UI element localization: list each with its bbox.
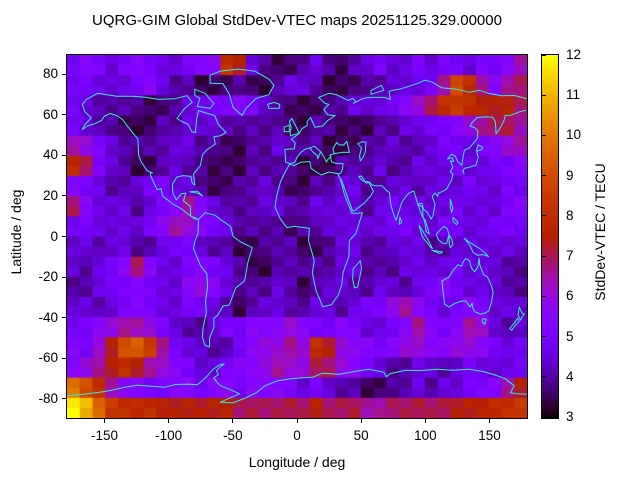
y-tick-mark	[62, 195, 66, 197]
y-tick-label: -80	[38, 390, 58, 406]
y-tick-mark	[62, 114, 66, 116]
coastline-path	[352, 260, 362, 289]
y-tick-mark	[62, 154, 66, 156]
colorbar-tick-mark	[542, 134, 546, 136]
coastline-path	[194, 88, 215, 109]
colorbar-tick-label: 4	[566, 368, 574, 384]
x-tick-label: 100	[414, 428, 437, 443]
coastline-path	[67, 363, 527, 404]
x-tick-label: 50	[353, 428, 369, 443]
x-tick-label: 0	[293, 428, 301, 443]
colorbar-tick-mark	[542, 416, 546, 418]
coastline-path	[193, 212, 253, 348]
y-tick-label: 0	[50, 228, 58, 244]
coastline-path	[463, 238, 490, 258]
coastline-path	[288, 118, 300, 137]
coastline-path	[81, 92, 227, 220]
x-axis-label: Longitude / deg	[248, 454, 346, 470]
colorbar-tick-label: 3	[566, 409, 574, 424]
coastline-path	[274, 161, 363, 308]
coastline-path	[340, 147, 470, 235]
colorbar-tick-mark	[542, 336, 546, 338]
y-tick-label: -40	[38, 309, 58, 325]
x-tick-mark	[168, 419, 170, 423]
colorbar-tick-label: 11	[566, 87, 581, 103]
colorbar-tick-label: 6	[566, 288, 574, 304]
y-tick-mark	[62, 73, 66, 75]
coastline-path	[481, 318, 487, 325]
coastline-path	[398, 216, 403, 225]
colorbar-tick-mark	[542, 376, 546, 378]
colorbar-tick-mark	[542, 175, 546, 177]
x-tick-label: -100	[155, 428, 183, 443]
coastline-path	[462, 144, 484, 175]
x-tick-mark	[489, 419, 490, 423]
colorbar	[541, 54, 559, 419]
y-tick-mark	[62, 317, 66, 319]
y-tick-label: 40	[42, 147, 58, 163]
y-tick-mark	[62, 236, 66, 237]
x-tick-mark	[104, 419, 105, 423]
colorbar-tick-mark	[542, 255, 546, 257]
y-tick-mark	[62, 398, 66, 400]
x-tick-mark	[424, 419, 426, 423]
coastline-path	[509, 317, 520, 331]
coastline-path	[336, 79, 527, 104]
colorbar-tick-label: 12	[566, 47, 582, 62]
coastline-path	[370, 84, 385, 95]
coastline-path	[357, 141, 367, 162]
chart-title: UQRG-GIM Global StdDev-VTEC maps 2025112…	[92, 12, 502, 29]
y-tick-label: 20	[42, 187, 58, 203]
colorbar-tick-mark	[542, 295, 546, 297]
colorbar-label: StdDev-VTEC / TECU	[592, 163, 608, 301]
coastlines-overlay	[67, 68, 527, 404]
colorbar-tick-label: 8	[566, 207, 574, 223]
y-tick-mark	[62, 357, 66, 359]
coastline-path	[283, 124, 290, 133]
coastline-path	[452, 216, 459, 226]
coastline-path	[469, 109, 527, 149]
coastline-path	[209, 68, 275, 116]
map-plot-area	[66, 54, 528, 419]
colorbar-tick-label: 10	[566, 127, 582, 143]
coastline-path	[267, 101, 281, 109]
x-tick-mark	[232, 419, 234, 423]
coastline-path	[189, 190, 203, 197]
y-tick-mark	[62, 276, 66, 278]
x-tick-label: -150	[90, 428, 119, 443]
colorbar-tick-mark	[542, 215, 546, 217]
colorbar-tick-mark	[542, 94, 546, 96]
coastline-path	[418, 224, 433, 250]
x-tick-label: 150	[478, 428, 501, 443]
y-tick-label: -60	[38, 350, 58, 366]
x-tick-mark	[296, 419, 298, 423]
coastline-path	[284, 92, 338, 150]
colorbar-tick-label: 7	[566, 248, 574, 264]
y-tick-label: 60	[42, 106, 58, 122]
coastline-path	[329, 140, 350, 156]
coastline-path	[441, 257, 494, 315]
coastline-path	[320, 151, 344, 175]
y-tick-label: 80	[42, 66, 58, 82]
coastline-path	[435, 225, 450, 245]
coastline-path	[448, 235, 454, 249]
colorbar-tick-label: 9	[566, 167, 574, 183]
colorbar-tick-label: 5	[566, 328, 574, 344]
y-axis-label: Latitude / deg	[8, 189, 24, 275]
x-tick-mark	[360, 419, 362, 423]
coastline-path	[431, 249, 444, 255]
coastline-path	[517, 306, 525, 321]
colorbar-tick-mark	[542, 54, 546, 56]
coastline-path	[449, 198, 454, 213]
coastline-path	[284, 145, 322, 164]
y-tick-label: -20	[38, 269, 58, 285]
x-tick-label: -50	[223, 428, 243, 443]
colorbar-gradient-canvas	[542, 55, 558, 418]
